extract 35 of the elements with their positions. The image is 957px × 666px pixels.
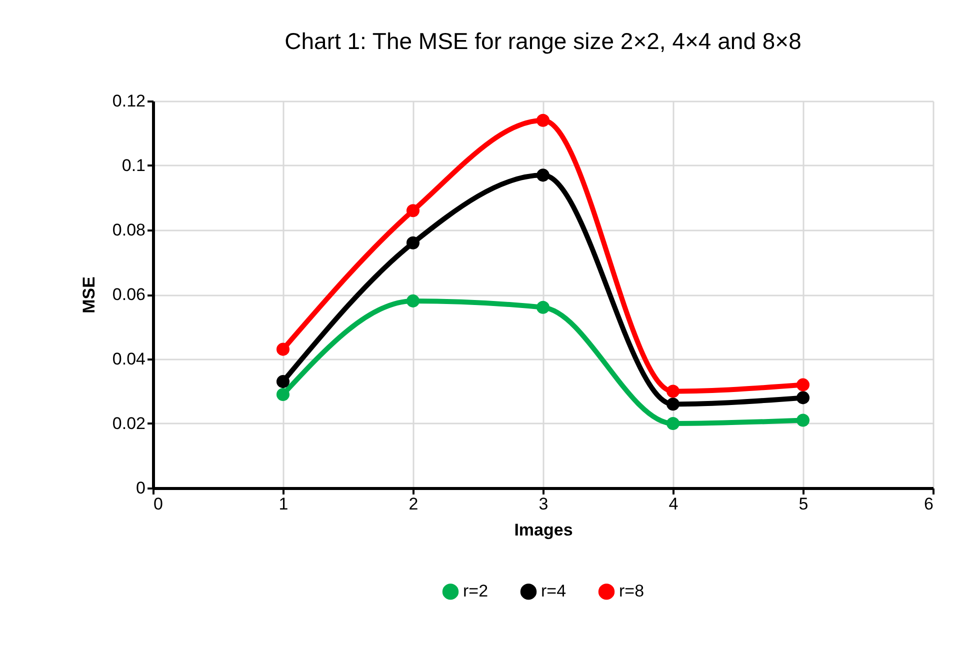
legend-label: r=4	[541, 582, 566, 601]
point	[666, 416, 680, 430]
point	[796, 391, 810, 404]
point	[536, 114, 550, 127]
point	[666, 398, 680, 411]
legend-label: r=8	[619, 582, 644, 601]
y-tick-label: 0.04	[112, 350, 146, 368]
x-tick-label: 6	[924, 494, 934, 514]
x-tick-label: 1	[278, 494, 288, 514]
point	[666, 384, 680, 398]
x-axis-title: Images	[514, 520, 573, 540]
point	[406, 236, 420, 250]
x-tick-label: 5	[798, 494, 808, 514]
x-tick-label: 0	[154, 494, 163, 514]
y-axis-title: MSE	[79, 276, 98, 314]
x-tick-label: 3	[538, 494, 548, 514]
x-tick-label: 4	[668, 494, 678, 514]
point	[536, 300, 550, 314]
point	[276, 388, 290, 401]
x-tick-label: 2	[408, 494, 418, 514]
y-tick-label: 0.12	[112, 92, 146, 110]
legend-label: r=2	[463, 582, 488, 601]
chart-title: Chart 1: The MSE for range size 2×2, 4×4 and 8×8	[284, 28, 802, 54]
y-tick-label: 0	[136, 478, 146, 498]
point	[406, 294, 420, 308]
point	[406, 204, 420, 218]
y-tick-label: 0.02	[112, 414, 146, 433]
y-tick-label: 0.08	[112, 220, 146, 240]
point	[276, 342, 290, 356]
point	[276, 375, 290, 388]
y-tick-label: 0.06	[112, 285, 146, 304]
point	[796, 378, 810, 392]
y-tick-label: 0.1	[122, 156, 146, 175]
point	[796, 414, 810, 427]
point	[536, 168, 550, 182]
